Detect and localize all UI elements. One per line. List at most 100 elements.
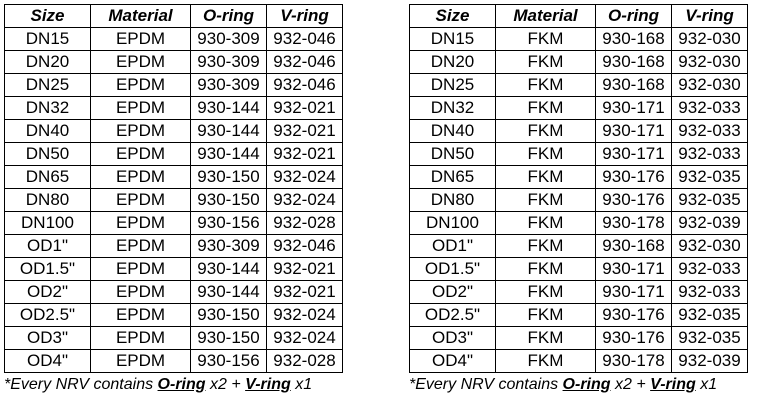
vring-cell: 932-035 — [671, 303, 748, 327]
oring-cell: 930-150 — [190, 303, 267, 327]
oring-cell: 930-309 — [190, 50, 267, 74]
material-cell: EPDM — [90, 188, 191, 212]
size-cell: DN20 — [4, 50, 91, 74]
size-cell: OD2.5" — [4, 303, 91, 327]
material-cell: EPDM — [90, 280, 191, 304]
epdm-seal-table: Size Material O-ring V-ring DN15 EPDM 930-… — [4, 4, 343, 373]
material-cell: FKM — [495, 73, 596, 97]
size-cell: DN100 — [409, 211, 496, 235]
oring-cell: 930-178 — [595, 211, 672, 235]
table-row: DN25 EPDM 930-309 932-046 — [4, 73, 343, 97]
size-cell: DN32 — [4, 96, 91, 120]
vring-cell: 932-021 — [266, 119, 343, 143]
material-cell: EPDM — [90, 257, 191, 281]
material-cell: EPDM — [90, 165, 191, 189]
material-cell: EPDM — [90, 234, 191, 258]
size-cell: OD1.5" — [4, 257, 91, 281]
footnote-prefix: *Every NRV contains — [4, 376, 158, 393]
size-cell: DN100 — [4, 211, 91, 235]
oring-cell: 930-144 — [190, 119, 267, 143]
vring-cell: 932-033 — [671, 119, 748, 143]
table-row: OD2" EPDM 930-144 932-021 — [4, 280, 343, 304]
vring-cell: 932-033 — [671, 142, 748, 166]
oring-cell: 930-176 — [595, 303, 672, 327]
oring-cell: 930-171 — [595, 257, 672, 281]
table-row: DN25 FKM 930-168 932-030 — [409, 73, 748, 97]
size-header: Size — [409, 4, 496, 28]
vring-cell: 932-021 — [266, 257, 343, 281]
table-row: OD4" FKM 930-178 932-039 — [409, 349, 748, 373]
size-cell: DN80 — [409, 188, 496, 212]
table-row: OD3" EPDM 930-150 932-024 — [4, 326, 343, 350]
vring-cell: 932-030 — [671, 27, 748, 51]
table-row: OD4" EPDM 930-156 932-028 — [4, 349, 343, 373]
vring-cell: 932-028 — [266, 211, 343, 235]
size-cell: OD1" — [4, 234, 91, 258]
oring-cell: 930-144 — [190, 257, 267, 281]
vring-cell: 932-035 — [671, 188, 748, 212]
oring-cell: 930-168 — [595, 27, 672, 51]
epdm-table-body: DN15 EPDM 930-309 932-046 DN20 EPDM 930-309 932… — [4, 27, 343, 373]
vring-cell: 932-024 — [266, 188, 343, 212]
size-cell: DN40 — [4, 119, 91, 143]
vring-cell: 932-033 — [671, 280, 748, 304]
footnote-oring-qty: x2 + — [205, 376, 246, 393]
vring-cell: 932-046 — [266, 73, 343, 97]
size-cell: OD3" — [409, 326, 496, 350]
size-cell: OD2.5" — [409, 303, 496, 327]
oring-cell: 930-168 — [595, 73, 672, 97]
table-row: DN50 EPDM 930-144 932-021 — [4, 142, 343, 166]
material-cell: EPDM — [90, 303, 191, 327]
fkm-seal-table: Size Material O-ring V-ring DN15 FKM 930-1… — [409, 4, 748, 373]
vring-cell: 932-030 — [671, 234, 748, 258]
size-cell: OD3" — [4, 326, 91, 350]
material-cell: FKM — [495, 211, 596, 235]
oring-cell: 930-171 — [595, 96, 672, 120]
footnote-vring-qty: x1 — [290, 376, 313, 393]
material-cell: EPDM — [90, 73, 191, 97]
oring-cell: 930-144 — [190, 280, 267, 304]
oring-header: O-ring — [595, 4, 672, 28]
material-cell: EPDM — [90, 326, 191, 350]
vring-cell: 932-024 — [266, 165, 343, 189]
size-header: Size — [4, 4, 91, 28]
material-cell: EPDM — [90, 119, 191, 143]
table-row: OD2.5" EPDM 930-150 932-024 — [4, 303, 343, 327]
table-row: OD1.5" EPDM 930-144 932-021 — [4, 257, 343, 281]
material-cell: EPDM — [90, 96, 191, 120]
table-row: DN32 EPDM 930-144 932-021 — [4, 96, 343, 120]
oring-cell: 930-171 — [595, 142, 672, 166]
oring-cell: 930-156 — [190, 211, 267, 235]
oring-cell: 930-171 — [595, 280, 672, 304]
oring-cell: 930-178 — [595, 349, 672, 373]
table-row: OD2" FKM 930-171 932-033 — [409, 280, 748, 304]
material-header: Material — [495, 4, 596, 28]
fkm-table-body: DN15 FKM 930-168 932-030 DN20 FKM 930-168 932-0… — [409, 27, 748, 373]
oring-cell: 930-309 — [190, 73, 267, 97]
vring-cell: 932-046 — [266, 27, 343, 51]
table-row: OD1" EPDM 930-309 932-046 — [4, 234, 343, 258]
size-cell: DN15 — [4, 27, 91, 51]
table-row: DN65 EPDM 930-150 932-024 — [4, 165, 343, 189]
oring-cell: 930-156 — [190, 349, 267, 373]
vring-cell: 932-028 — [266, 349, 343, 373]
size-cell: OD4" — [4, 349, 91, 373]
header-row: Size Material O-ring V-ring — [409, 4, 748, 28]
table-row: DN15 FKM 930-168 932-030 — [409, 27, 748, 51]
size-cell: DN40 — [409, 119, 496, 143]
oring-cell: 930-176 — [595, 165, 672, 189]
size-cell: DN20 — [409, 50, 496, 74]
vring-cell: 932-039 — [671, 349, 748, 373]
material-cell: FKM — [495, 188, 596, 212]
header-row: Size Material O-ring V-ring — [4, 4, 343, 28]
size-cell: DN25 — [409, 73, 496, 97]
material-cell: FKM — [495, 142, 596, 166]
material-cell: FKM — [495, 119, 596, 143]
vring-cell: 932-046 — [266, 50, 343, 74]
footnote: *Every NRV contains O-ring x2 + V-ring x… — [409, 376, 748, 394]
oring-cell: 930-176 — [595, 326, 672, 350]
table-row: DN40 FKM 930-171 932-033 — [409, 119, 748, 143]
size-cell: OD4" — [409, 349, 496, 373]
material-cell: EPDM — [90, 27, 191, 51]
material-cell: EPDM — [90, 50, 191, 74]
